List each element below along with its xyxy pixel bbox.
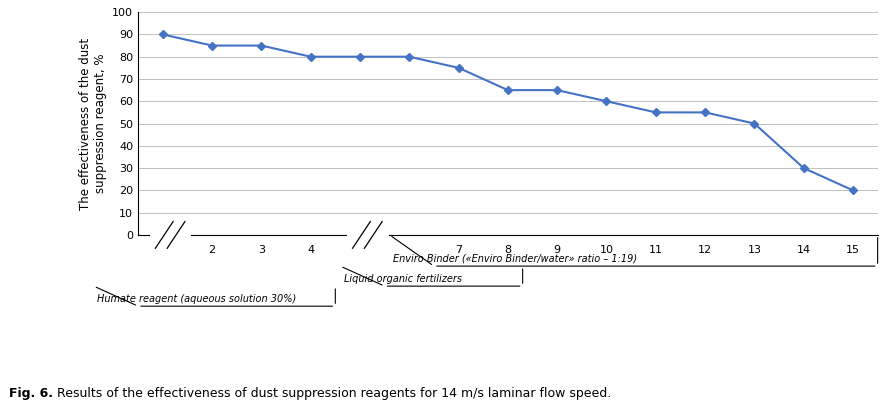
- Text: Humate reagent (aqueous solution 30%): Humate reagent (aqueous solution 30%): [97, 294, 297, 304]
- Y-axis label: The effectiveness of the dust
suppression reagent, %: The effectiveness of the dust suppressio…: [78, 38, 107, 210]
- Text: Enviro Binder («Enviro Binder/water» ratio – 1:19): Enviro Binder («Enviro Binder/water» rat…: [393, 254, 637, 264]
- Text: Results of the effectiveness of dust suppression reagents for 14 m/s laminar flo: Results of the effectiveness of dust sup…: [53, 387, 611, 400]
- Text: Liquid organic fertilizers: Liquid organic fertilizers: [344, 274, 462, 284]
- Text: Fig. 6.: Fig. 6.: [9, 387, 53, 400]
